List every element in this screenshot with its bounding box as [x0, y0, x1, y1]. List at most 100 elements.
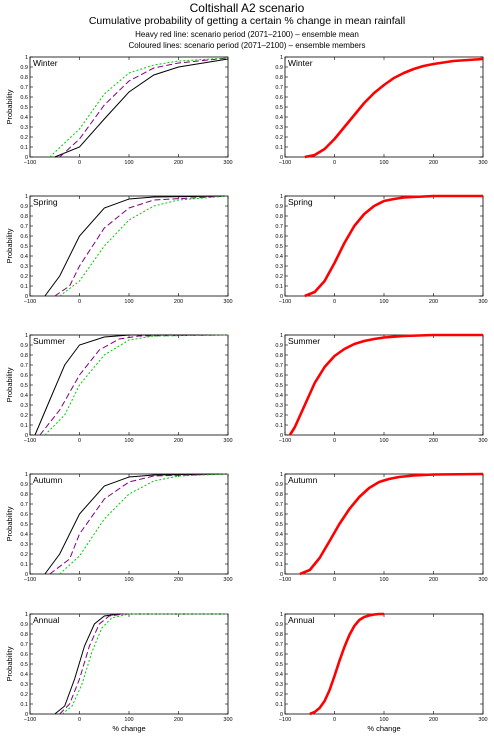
y-tick-label: 0 — [25, 294, 28, 300]
x-tick-label: 100 — [124, 717, 133, 723]
panel-label: Spring — [33, 197, 58, 207]
plot-frame — [29, 195, 229, 297]
y-tick-label: 0.2 — [275, 552, 283, 558]
y-tick-label: 1 — [280, 472, 283, 478]
y-tick-label: 0.7 — [20, 224, 28, 230]
series-line-member-3 — [44, 334, 229, 436]
y-tick-label: 1 — [25, 55, 28, 61]
y-tick-label: 0.6 — [20, 234, 28, 240]
y-tick-label: 0.1 — [20, 702, 28, 708]
y-tick-label: 0.2 — [20, 135, 28, 141]
y-tick-label: 0.9 — [20, 622, 28, 628]
y-tick-label: 0.3 — [20, 403, 28, 409]
series-line-member-1 — [44, 195, 229, 297]
y-tick-label: 0.5 — [275, 662, 283, 668]
x-tick-label: 100 — [379, 717, 388, 723]
x-tick-label: 100 — [124, 160, 133, 166]
x-tick-label: 0 — [333, 717, 336, 723]
y-tick-label: 0.3 — [275, 125, 283, 131]
x-tick-label: 0 — [333, 160, 336, 166]
x-tick-label: −100 — [279, 717, 291, 723]
y-tick-label: 0.5 — [275, 383, 283, 389]
y-tick-label: 0.9 — [20, 65, 28, 71]
x-tick-label: 100 — [124, 577, 133, 583]
y-tick-label: 0.1 — [275, 423, 283, 429]
x-tick-label: 300 — [223, 299, 232, 305]
y-tick-label: 0.3 — [20, 542, 28, 548]
y-tick-label: 0.4 — [275, 254, 283, 260]
y-tick-label: 0 — [25, 712, 28, 718]
panel-annual-members: −100 0 100 200 30000.10.20.30.40.50.60.70.80… — [5, 612, 233, 733]
y-tick-label: 0.4 — [275, 115, 283, 121]
y-tick-label: 1 — [280, 333, 283, 339]
figure-title: Coltishall A2 scenario — [189, 1, 305, 15]
x-tick-label: −100 — [24, 160, 36, 166]
y-tick-label: 0.6 — [20, 373, 28, 379]
series-line-ensemble-mean — [299, 472, 484, 576]
series-line-ensemble-mean — [304, 57, 484, 159]
note-coloured-lines: Coloured lines: scenario period (2071–21… — [128, 41, 366, 50]
x-tick-label: 0 — [78, 160, 81, 166]
y-tick-label: 1 — [25, 472, 28, 478]
y-tick-label: 0.6 — [275, 234, 283, 240]
y-tick-label: 0.2 — [20, 413, 28, 419]
x-tick-label: −100 — [24, 438, 36, 444]
x-tick-label: 300 — [223, 717, 232, 723]
y-tick-label: 0.7 — [20, 363, 28, 369]
x-tick-label: 0 — [333, 577, 336, 583]
plot-frame — [29, 56, 229, 158]
x-tick-label: 100 — [379, 299, 388, 305]
plot-frame — [284, 195, 484, 297]
plot-frame — [29, 613, 229, 715]
panel-label: Summer — [288, 336, 320, 346]
y-tick-label: 0.4 — [20, 393, 28, 399]
y-axis-label: Probability — [5, 89, 14, 124]
series-line-member-2 — [59, 57, 229, 158]
y-tick-label: 1 — [25, 612, 28, 618]
y-tick-label: 0.2 — [275, 692, 283, 698]
series-line-member-3 — [59, 195, 229, 297]
x-tick-label: 100 — [124, 438, 133, 444]
x-tick-label: 200 — [429, 160, 438, 166]
y-tick-label: 0.9 — [275, 343, 283, 349]
y-tick-label: 0.6 — [20, 652, 28, 658]
series-line-member-1 — [54, 613, 228, 715]
x-tick-label: 300 — [478, 299, 487, 305]
x-tick-label: 200 — [429, 299, 438, 305]
y-tick-label: 0.8 — [20, 492, 28, 498]
x-tick-label: −100 — [279, 299, 291, 305]
y-tick-label: 0.2 — [20, 552, 28, 558]
x-tick-label: 200 — [429, 717, 438, 723]
y-tick-label: 0.4 — [20, 254, 28, 260]
y-tick-label: 0.8 — [20, 214, 28, 220]
panel-summer-mean: −100 0 100 200 30000.10.20.30.40.50.60.70.80… — [275, 333, 487, 444]
x-tick-label: 300 — [223, 577, 232, 583]
x-tick-label: 100 — [379, 438, 388, 444]
y-tick-label: 0.8 — [275, 75, 283, 81]
plot-frame — [29, 473, 229, 575]
y-tick-label: 1 — [280, 55, 283, 61]
plot-frame — [284, 473, 484, 575]
y-tick-label: 0.7 — [275, 363, 283, 369]
y-tick-label: 0.1 — [275, 284, 283, 290]
series-line-member-1 — [34, 334, 228, 436]
x-tick-label: 100 — [124, 299, 133, 305]
y-tick-label: 0.2 — [20, 274, 28, 280]
series-line-member-3 — [61, 613, 228, 715]
series-line-ensemble-mean — [309, 612, 384, 716]
x-tick-label: 0 — [78, 438, 81, 444]
y-tick-label: 1 — [25, 194, 28, 200]
y-tick-label: 0.7 — [275, 85, 283, 91]
y-tick-label: 0 — [25, 155, 28, 161]
y-tick-label: 0.8 — [275, 214, 283, 220]
x-tick-label: 300 — [478, 717, 487, 723]
series-line-member-2 — [39, 334, 229, 436]
y-tick-label: 0.4 — [20, 532, 28, 538]
series-line-member-3 — [49, 57, 229, 158]
y-tick-label: 0.2 — [275, 274, 283, 280]
x-tick-label: 200 — [174, 299, 183, 305]
y-tick-label: 0.7 — [275, 224, 283, 230]
x-tick-label: 200 — [174, 717, 183, 723]
